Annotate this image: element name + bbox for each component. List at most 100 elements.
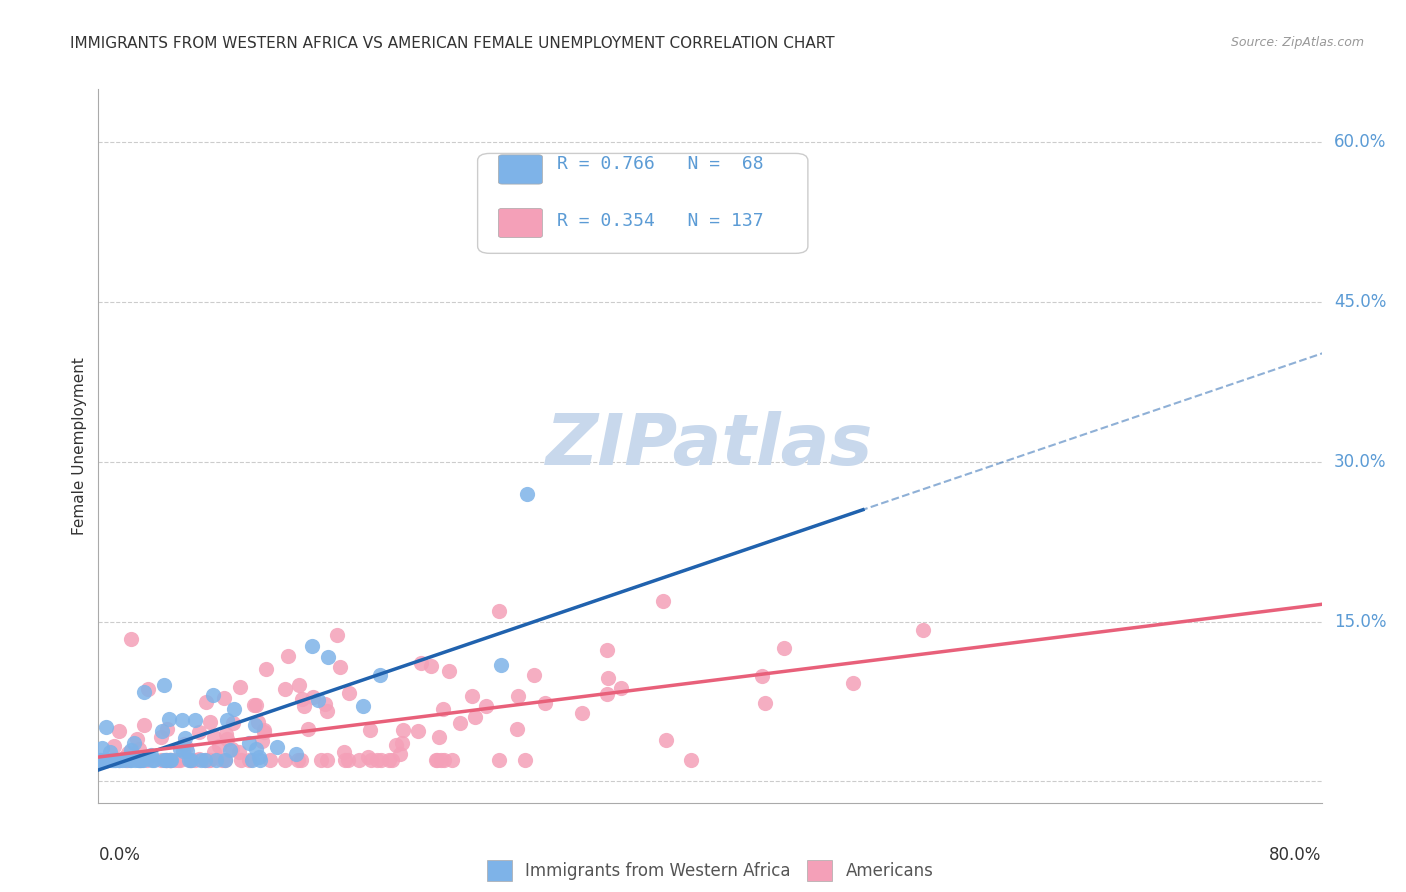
Point [349,753,371,767]
Point [247,750,270,764]
Point [222,702,245,716]
Point [391,736,413,750]
Point [139,747,162,762]
Point [202,731,225,745]
Point [89,753,111,767]
Point [360,753,382,767]
Point [132,717,155,731]
Point [515,753,537,767]
Point [419,658,441,673]
Point [316,704,339,718]
Point [101,753,124,767]
Point [381,753,404,767]
Text: 80.0%: 80.0% [1270,846,1322,863]
Point [202,688,225,702]
Point [411,656,433,670]
Point [107,753,129,767]
Point [103,753,125,767]
Point [461,690,484,704]
Point [172,744,194,758]
Point [385,739,408,753]
Point [129,753,152,767]
Point [91,740,114,755]
Point [150,724,173,739]
Point [221,742,243,756]
Point [254,661,277,675]
Point [165,753,187,767]
Point [96,753,118,767]
Point [115,753,138,767]
Point [596,671,619,685]
Point [425,753,447,767]
Point [117,746,139,760]
Point [316,753,339,767]
Point [115,753,138,767]
Point [194,696,217,710]
Point [245,698,267,712]
Point [198,714,221,729]
Text: 45.0%: 45.0% [1334,293,1386,311]
Point [104,753,127,767]
Point [253,725,276,739]
Point [911,623,934,637]
Point [229,680,252,694]
Point [307,693,329,707]
Point [523,668,546,682]
Point [159,753,181,767]
Point [329,660,352,674]
Point [120,753,142,767]
Point [193,753,215,767]
Point [129,753,152,767]
Point [464,710,486,724]
Point [214,690,236,705]
Point [132,753,155,767]
Point [243,698,266,712]
Point [153,678,176,692]
Point [135,753,157,767]
Point [214,727,236,741]
Point [596,642,619,657]
Point [98,745,121,759]
Point [155,753,177,767]
Point [215,732,238,747]
Point [266,739,288,754]
Point [134,685,156,699]
Point [128,742,150,756]
Text: R = 0.766   N =  68: R = 0.766 N = 68 [557,155,763,173]
Text: 15.0%: 15.0% [1334,613,1386,631]
Point [370,753,392,767]
Point [326,628,349,642]
Point [754,696,776,710]
Point [190,753,212,767]
Point [651,594,673,608]
Point [176,744,198,758]
Point [228,745,250,759]
Point [127,753,149,767]
Point [107,753,129,767]
Point [246,715,269,730]
Text: R = 0.354   N = 137: R = 0.354 N = 137 [557,212,763,230]
Point [208,739,231,753]
Point [122,736,145,750]
Point [488,753,510,767]
Point [120,632,142,646]
Point [1341,530,1364,544]
FancyBboxPatch shape [498,155,543,184]
Point [426,753,449,767]
Point [91,753,114,767]
Point [143,753,166,767]
Point [104,753,127,767]
Point [173,737,195,751]
Point [211,753,233,767]
Point [427,731,450,745]
Point [259,753,281,767]
Point [120,743,142,757]
Point [245,742,267,756]
Text: 30.0%: 30.0% [1334,453,1386,471]
Point [406,724,429,739]
Point [160,753,183,767]
Point [290,753,312,767]
Point [96,753,118,767]
FancyBboxPatch shape [498,209,543,237]
Point [571,706,593,721]
